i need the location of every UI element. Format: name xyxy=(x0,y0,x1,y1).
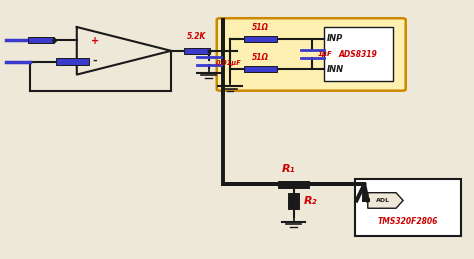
Text: +: + xyxy=(91,36,99,46)
Text: 1μF: 1μF xyxy=(318,51,333,57)
FancyBboxPatch shape xyxy=(217,18,406,91)
Bar xyxy=(184,47,210,54)
Bar xyxy=(278,181,309,188)
Text: -: - xyxy=(92,56,97,66)
Bar xyxy=(244,66,277,73)
Bar xyxy=(28,37,55,44)
Text: INN: INN xyxy=(327,65,344,74)
Bar xyxy=(55,58,89,65)
Bar xyxy=(324,27,392,81)
Text: ADL: ADL xyxy=(376,198,390,203)
Text: ADS8319: ADS8319 xyxy=(339,49,378,59)
Text: R₂: R₂ xyxy=(304,196,318,206)
Text: INP: INP xyxy=(327,34,343,44)
Text: 51Ω: 51Ω xyxy=(252,23,269,32)
Polygon shape xyxy=(368,193,403,208)
Bar xyxy=(355,179,461,236)
Text: 51Ω: 51Ω xyxy=(252,53,269,62)
Text: 5.2K: 5.2K xyxy=(187,32,207,41)
Text: 0.01μF: 0.01μF xyxy=(216,60,242,66)
Bar xyxy=(288,193,300,209)
Bar xyxy=(244,35,277,42)
Text: TMS320F2806: TMS320F2806 xyxy=(378,217,438,226)
Text: R₁: R₁ xyxy=(282,164,296,174)
